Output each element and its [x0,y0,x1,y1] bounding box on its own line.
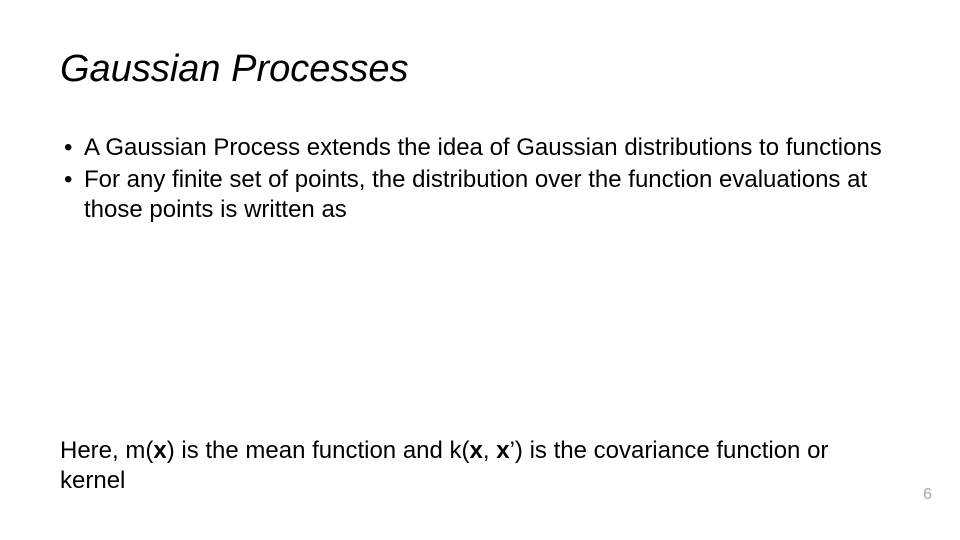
footer-bold-x: x [470,437,483,464]
footer-bold-x: x [496,437,509,464]
slide: Gaussian Processes A Gaussian Process ex… [0,0,960,540]
footer-text: Here, m( [60,437,153,464]
bullet-list: A Gaussian Process extends the idea of G… [60,133,900,225]
page-number: 6 [923,486,932,504]
footer-paragraph: Here, m(x) is the mean function and k(x,… [60,436,890,496]
bullet-item: A Gaussian Process extends the idea of G… [60,133,900,163]
bullet-item: For any finite set of points, the distri… [60,165,900,225]
footer-text: , [483,437,496,464]
footer-text: ) is the mean function and k( [167,437,470,464]
slide-title: Gaussian Processes [60,48,900,91]
footer-bold-x: x [153,437,166,464]
